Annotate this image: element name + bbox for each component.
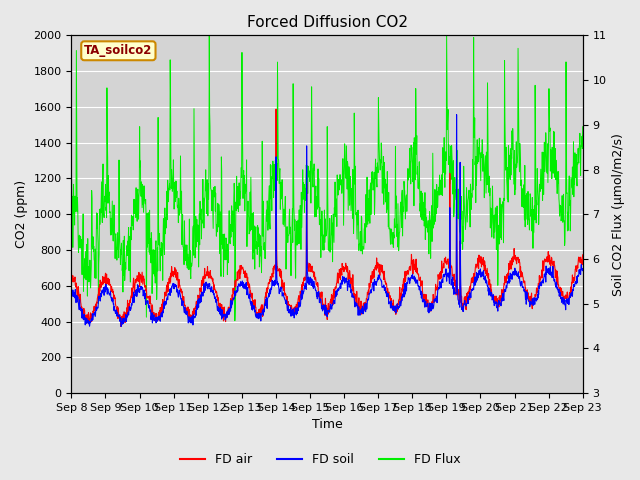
X-axis label: Time: Time xyxy=(312,419,342,432)
Y-axis label: CO2 (ppm): CO2 (ppm) xyxy=(15,180,28,248)
Title: Forced Diffusion CO2: Forced Diffusion CO2 xyxy=(246,15,408,30)
Y-axis label: Soil CO2 Flux (μmol/m2/s): Soil CO2 Flux (μmol/m2/s) xyxy=(612,133,625,296)
Legend: FD air, FD soil, FD Flux: FD air, FD soil, FD Flux xyxy=(175,448,465,471)
Text: TA_soilco2: TA_soilco2 xyxy=(84,44,152,57)
